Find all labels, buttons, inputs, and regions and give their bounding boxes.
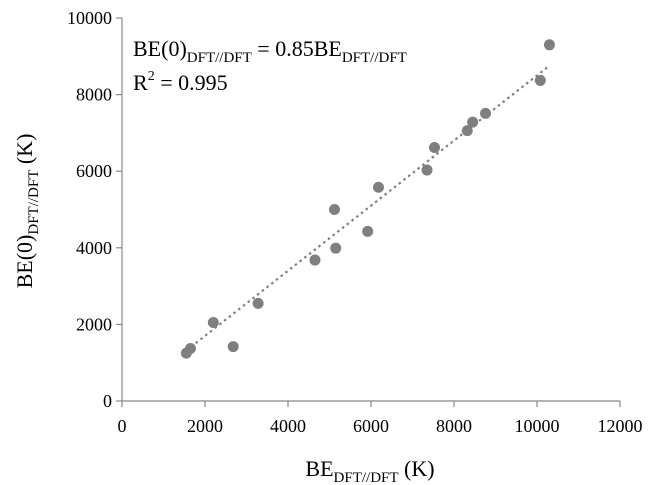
x-tick-label: 10000 xyxy=(515,416,560,436)
trendline xyxy=(185,64,551,352)
x-axis-title: BEDFT//DFT (K) xyxy=(305,456,434,485)
r-squared-label: R2 = 0.995 xyxy=(133,69,228,95)
data-points xyxy=(180,39,555,359)
data-point xyxy=(328,204,340,215)
x-tick-label: 12000 xyxy=(598,416,643,436)
data-point xyxy=(207,316,219,328)
x-tick-label: 4000 xyxy=(270,416,306,436)
data-point xyxy=(421,164,433,176)
y-tick-label: 6000 xyxy=(76,161,112,181)
x-tick-label: 8000 xyxy=(436,416,472,436)
data-point xyxy=(428,141,440,153)
y-tick-label: 0 xyxy=(103,391,112,411)
data-point xyxy=(534,74,546,86)
x-tick-label: 6000 xyxy=(353,416,389,436)
y-tick-label: 2000 xyxy=(76,314,112,334)
data-point xyxy=(184,343,196,355)
x-tick-labels: 0 2000 4000 6000 8000 10000 12000 xyxy=(118,401,643,436)
x-tick-label: 2000 xyxy=(187,416,223,436)
data-point xyxy=(461,125,473,137)
data-point xyxy=(330,242,342,254)
data-point xyxy=(362,225,374,237)
data-point xyxy=(309,254,321,266)
y-tick-label: 8000 xyxy=(76,85,112,105)
data-point xyxy=(467,116,479,128)
data-point xyxy=(252,297,264,309)
data-point xyxy=(543,39,555,51)
data-point xyxy=(227,341,239,353)
data-point xyxy=(372,181,384,193)
data-point xyxy=(480,107,492,119)
y-axis-title: BE(0)DFT//DFT (K) xyxy=(12,134,42,289)
y-tick-label: 10000 xyxy=(67,8,112,28)
x-tick-label: 0 xyxy=(118,416,127,436)
trendline-equation: BE(0)DFT//DFT = 0.85BEDFT//DFT xyxy=(133,36,407,66)
y-tick-labels: 0 2000 4000 6000 8000 10000 xyxy=(67,8,122,411)
y-tick-label: 4000 xyxy=(76,238,112,258)
